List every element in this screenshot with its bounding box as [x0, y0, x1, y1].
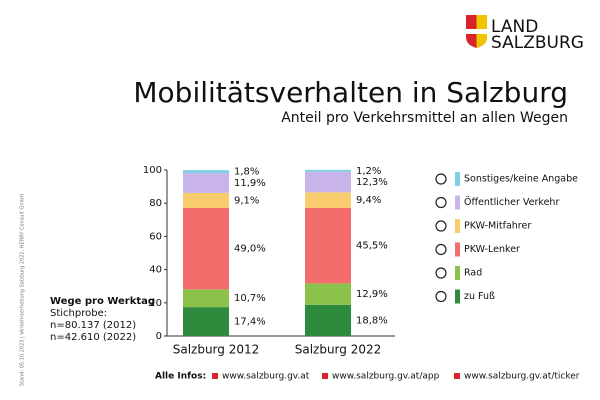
x-tick-label: Salzburg 2012: [173, 343, 260, 357]
value-label: 1,8%: [234, 167, 259, 178]
value-label: 45,5%: [356, 241, 388, 252]
logo-band: [466, 29, 487, 34]
legend-label: Sonstiges/keine Angabe: [464, 174, 578, 185]
source-note: Stand: 05.10.2023 | Verkehrserhebung Sal…: [20, 194, 26, 386]
legend-label: PKW-Lenker: [464, 244, 520, 255]
bar-segment: [183, 192, 229, 209]
value-label: 49,0%: [234, 244, 266, 255]
legend-swatch: [455, 219, 460, 233]
bar-segment: [305, 207, 351, 284]
legend-swatch: [455, 266, 460, 280]
bar-segment: [183, 173, 229, 193]
value-label: 9,4%: [356, 195, 381, 206]
note-line: n=42.610 (2022): [50, 332, 136, 343]
legend-icon: [435, 267, 447, 279]
logo: LAND SALZBURG: [466, 15, 584, 53]
legend-label: Rad: [464, 268, 482, 279]
legend-label: Öffentlicher Verkehr: [464, 197, 559, 208]
value-label: 12,9%: [356, 289, 388, 300]
legend-icon: [435, 173, 447, 185]
value-label: 18,8%: [356, 315, 388, 326]
y-tick-label: 100: [143, 165, 162, 176]
logo-text: LAND: [491, 17, 538, 37]
value-label: 1,2%: [356, 166, 381, 177]
link[interactable]: www.salzburg.gv.at: [222, 372, 310, 382]
legend-swatch: [455, 242, 460, 257]
y-tick-label: 80: [149, 198, 162, 209]
legend-icon: [435, 196, 447, 209]
note-title: Wege pro Werktag: [50, 296, 155, 307]
link[interactable]: www.salzburg.gv.at/ticker: [464, 372, 580, 382]
logo-text: SALZBURG: [491, 33, 584, 53]
value-label: 9,1%: [234, 195, 259, 206]
legend-icon: [435, 220, 447, 232]
bar-segment: [183, 289, 229, 308]
chart-subtitle: Anteil pro Verkehrsmittel an allen Wegen: [281, 110, 568, 126]
value-label: 11,9%: [234, 178, 266, 189]
y-tick-label: 20: [149, 298, 162, 309]
note-line: n=80.137 (2012): [50, 320, 136, 331]
chart-title: Mobilitätsverhalten in Salzburg: [133, 76, 568, 109]
bar-segment: [183, 307, 229, 336]
link[interactable]: www.salzburg.gv.at/app: [332, 372, 440, 382]
bar-segment: [305, 283, 351, 305]
bar-segment: [183, 170, 229, 174]
legend-icon: [435, 243, 447, 256]
legend-swatch: [455, 195, 460, 210]
link-bullet: [454, 373, 460, 379]
bar-segment: [305, 192, 351, 208]
bar-segment: [305, 169, 351, 172]
bar-segment: [305, 171, 351, 193]
legend-label: PKW-Mitfahrer: [464, 221, 531, 232]
link-bullet: [322, 373, 328, 379]
y-tick-label: 0: [156, 331, 162, 342]
legend-swatch: [455, 172, 460, 186]
value-label: 12,3%: [356, 177, 388, 188]
value-label: 10,7%: [234, 293, 266, 304]
legend-swatch: [455, 289, 460, 304]
link-bullet: [212, 373, 218, 379]
bar-segment: [183, 208, 229, 290]
note-line: Stichprobe:: [50, 308, 107, 319]
legend-label: zu Fuß: [464, 291, 495, 302]
value-label: 17,4%: [234, 317, 266, 328]
x-tick-label: Salzburg 2022: [295, 343, 382, 357]
legend-icon: [435, 290, 447, 303]
y-tick-label: 40: [149, 265, 162, 276]
links-label: Alle Infos:: [155, 372, 206, 382]
y-tick-label: 60: [149, 231, 162, 242]
bar-segment: [305, 304, 351, 336]
